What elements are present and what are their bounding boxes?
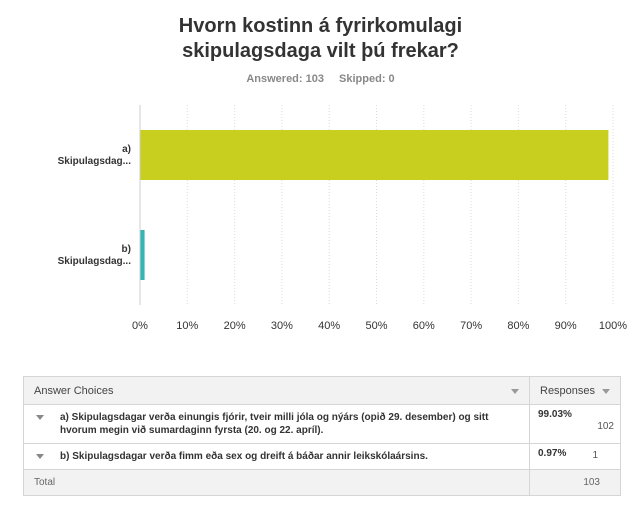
answer-choice-text: a) Skipulagsdagar verða einungis fjórir,… bbox=[60, 412, 489, 436]
expand-caret-icon[interactable] bbox=[36, 454, 44, 459]
sort-caret-icon[interactable] bbox=[511, 389, 519, 394]
x-tick-label: 50% bbox=[365, 320, 387, 332]
x-tick-label: 80% bbox=[507, 320, 529, 332]
response-percent: 99.03% bbox=[538, 409, 572, 420]
response-percent: 0.97% bbox=[538, 448, 567, 459]
bar[interactable] bbox=[140, 230, 145, 280]
expand-caret-icon[interactable] bbox=[36, 415, 44, 420]
answer-choice-text: b) Skipulagsdagar verða fimm eða sex og … bbox=[60, 451, 428, 462]
sort-caret-icon[interactable] bbox=[602, 389, 610, 394]
response-count: 1 bbox=[592, 450, 598, 461]
skipped-count: Skipped: 0 bbox=[339, 73, 395, 85]
total-value: 103 bbox=[529, 469, 621, 496]
x-tick-label: 20% bbox=[224, 320, 246, 332]
x-tick-label: 90% bbox=[555, 320, 577, 332]
responses-header-label: Responses bbox=[540, 384, 596, 397]
bar-chart: 0% 10% 20% 30% 40% 50% 60% 70% 80% 90% 100%a)Skipu… bbox=[58, 105, 627, 332]
answer-choices-header-label: Answer Choices bbox=[34, 384, 114, 397]
x-tick-label: 100% bbox=[599, 320, 627, 332]
x-tick-label: 30% bbox=[271, 320, 293, 332]
bar[interactable] bbox=[140, 130, 609, 180]
x-tick-label: 70% bbox=[460, 320, 482, 332]
answered-count: Answered: 103 bbox=[246, 73, 324, 85]
chart-title: Hvorn kostinn á fyrirkomulagi skipulagsd… bbox=[0, 14, 641, 64]
x-tick-label: 40% bbox=[318, 320, 340, 332]
total-row: Total 103 bbox=[23, 469, 621, 496]
category-label: a) bbox=[122, 144, 131, 155]
answer-choice-cell: a) Skipulagsdagar verða einungis fjórir,… bbox=[23, 404, 530, 444]
table-row: a) Skipulagsdagar verða einungis fjórir,… bbox=[23, 404, 621, 444]
response-cell: 0.97% 1 bbox=[529, 443, 621, 470]
responses-header[interactable]: Responses bbox=[529, 376, 621, 405]
category-label: Skipulagsdag... bbox=[58, 156, 132, 167]
category-label: Skipulagsdag... bbox=[58, 256, 132, 267]
response-count: 102 bbox=[597, 421, 614, 432]
title-line-1: Hvorn kostinn á fyrirkomulagi bbox=[178, 15, 463, 37]
x-tick-label: 60% bbox=[413, 320, 435, 332]
answer-choices-header[interactable]: Answer Choices bbox=[23, 376, 530, 405]
category-label: b) bbox=[122, 244, 131, 255]
x-tick-label: 10% bbox=[176, 320, 198, 332]
responses-table: Answer Choices Responses a) Skipulagsdag… bbox=[23, 376, 621, 496]
response-summary: Answered: 103 Skipped: 0 bbox=[0, 73, 641, 85]
x-tick-label: 0% bbox=[132, 320, 148, 332]
table-row: b) Skipulagsdagar verða fimm eða sex og … bbox=[23, 443, 621, 470]
total-label: Total bbox=[23, 469, 530, 496]
title-line-2: skipulagsdaga vilt þú frekar? bbox=[182, 40, 459, 62]
answer-choice-cell: b) Skipulagsdagar verða fimm eða sex og … bbox=[23, 443, 530, 470]
response-cell: 99.03% 102 bbox=[529, 404, 621, 444]
